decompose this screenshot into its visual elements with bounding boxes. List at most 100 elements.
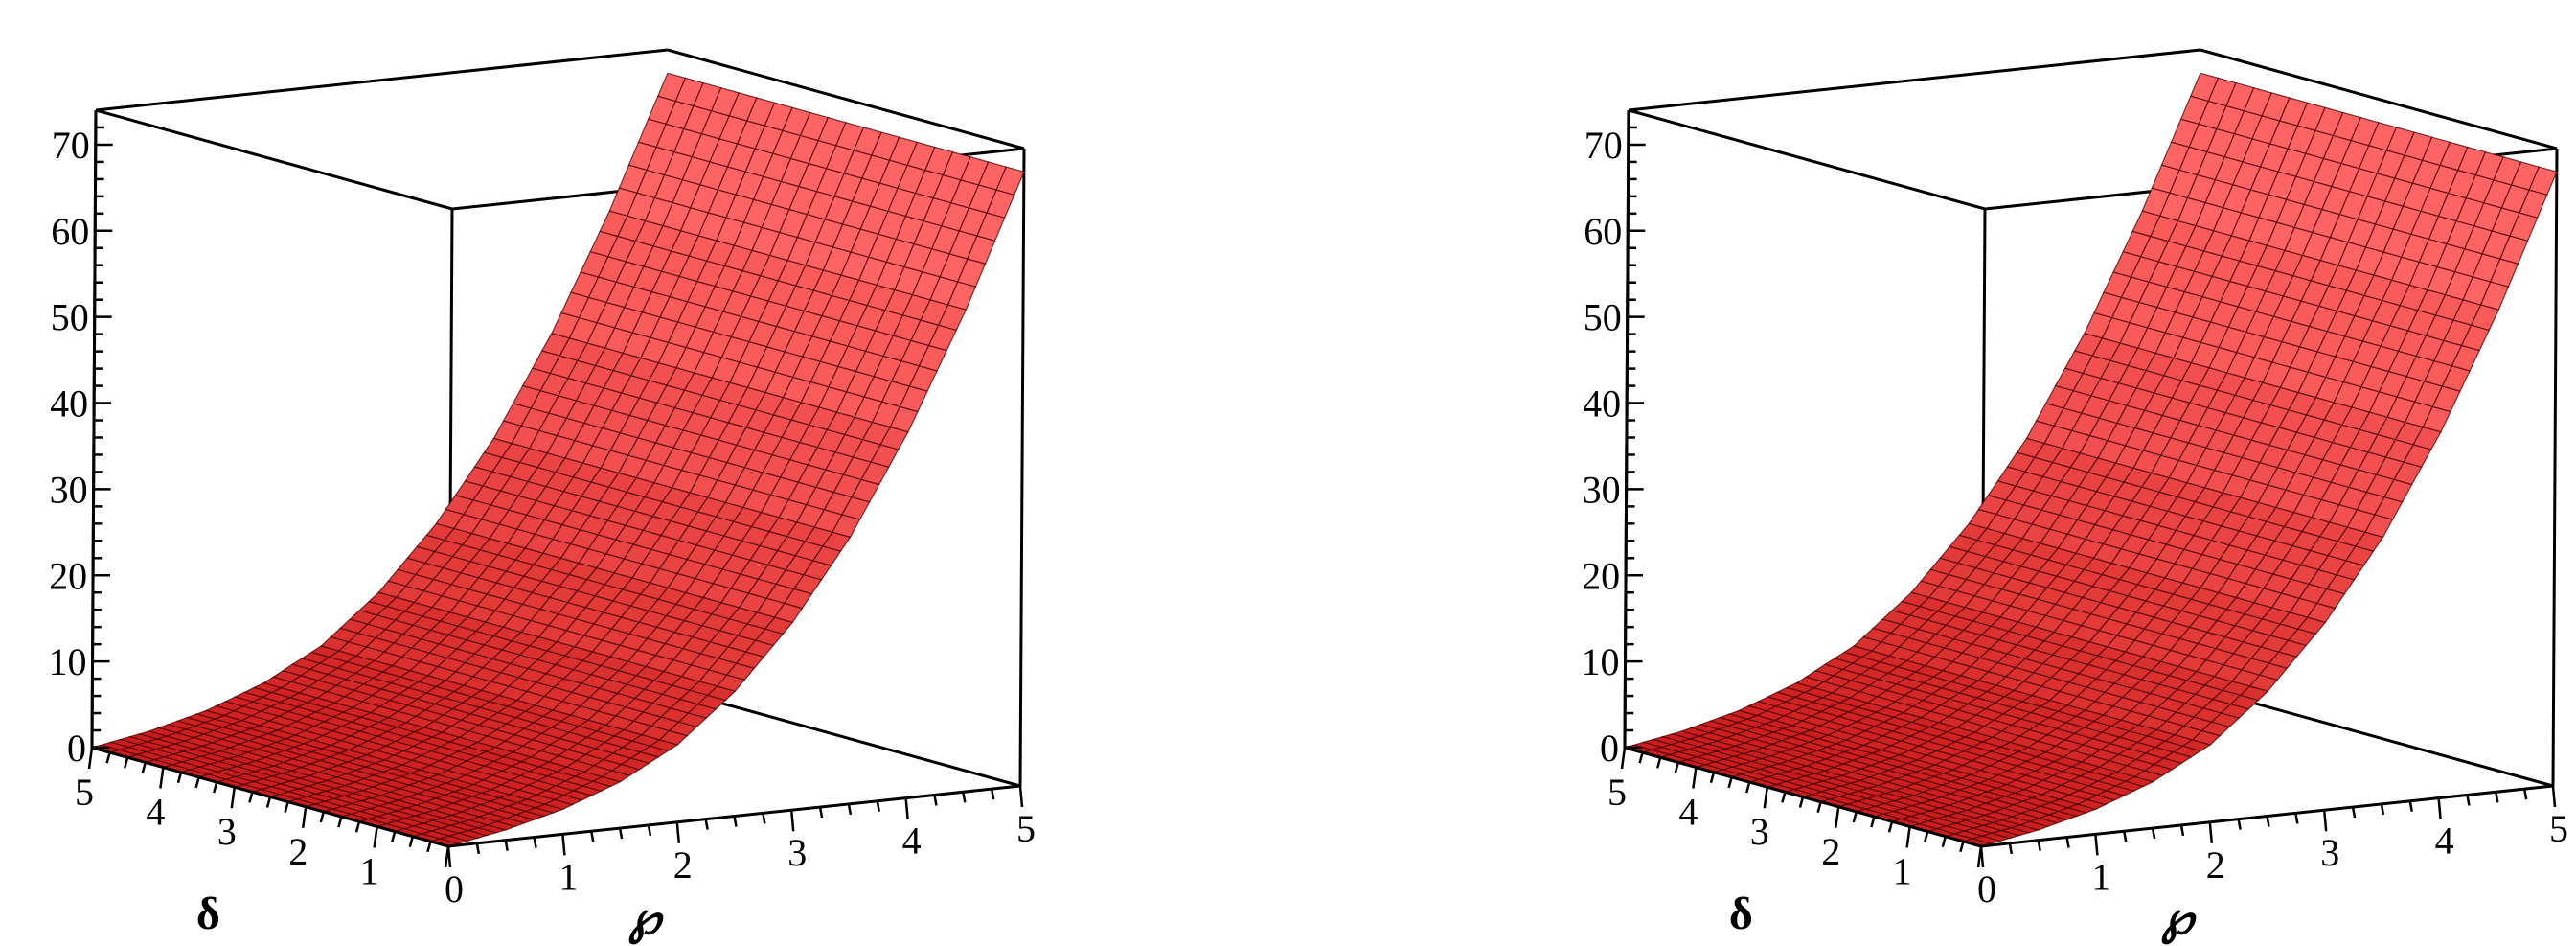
x-tick-minor — [618, 827, 624, 840]
y-tick-minor — [194, 776, 200, 789]
x-tick-minor — [2351, 806, 2357, 819]
box-edge-top-right — [667, 48, 1025, 150]
y-tick-label: 3 — [217, 810, 237, 853]
x-tick-minor — [2123, 831, 2128, 842]
y-tick-label: 5 — [1607, 771, 1627, 814]
y-tick-minor — [212, 781, 218, 794]
box-edge-top-back — [95, 48, 669, 112]
x-tick-label: 3 — [2320, 831, 2339, 874]
x-tick-minor — [2408, 800, 2413, 812]
y-tick-label: 2 — [288, 830, 308, 873]
x-tick-label: 5 — [1016, 807, 1036, 850]
box-edge-floor-right — [2196, 685, 2554, 788]
y-tick-minor — [1959, 841, 1965, 853]
y-tick-label: 1 — [1893, 849, 1912, 892]
y-axis-label: δ — [196, 888, 220, 939]
x-tick-label: 4 — [902, 819, 922, 863]
y-tick-minor — [1655, 756, 1662, 769]
x-tick-major — [2551, 785, 2557, 808]
y-tick-minor — [1709, 772, 1716, 784]
y-tick-minor — [176, 772, 183, 784]
z-tick-label: 50 — [51, 296, 89, 339]
y-tick-minor — [426, 841, 432, 853]
y-tick-minor — [1887, 820, 1894, 833]
y-tick-label: 3 — [1750, 810, 1769, 853]
y-tick-major — [301, 806, 308, 828]
x-tick-label: 1 — [2091, 855, 2110, 898]
y-tick-minor — [319, 811, 326, 823]
y-tick-minor — [1941, 836, 1948, 848]
y-tick-minor — [123, 756, 129, 769]
x-tick-major — [675, 821, 681, 843]
box-edge-left-vertical — [1623, 109, 1630, 749]
x-tick-major — [2322, 810, 2328, 832]
x-tick-minor — [2008, 842, 2014, 855]
z-tick-label: 40 — [1583, 382, 1621, 426]
y-tick-minor — [337, 816, 343, 828]
x-tick-major — [1018, 785, 1024, 808]
z-tick-label: 60 — [51, 210, 89, 253]
box-edge-top-back — [1628, 48, 2201, 112]
z-tick-label: 10 — [49, 640, 87, 683]
surface-patch — [995, 166, 1025, 196]
x-tick-minor — [590, 831, 595, 842]
x-tick-minor — [818, 806, 824, 819]
y-tick-major — [373, 826, 378, 848]
y-tick-minor — [1727, 776, 1733, 789]
x-tick-minor — [2179, 824, 2185, 837]
x-tick-minor — [2037, 840, 2041, 851]
y-tick-minor — [1852, 811, 1858, 823]
y-tick-major — [1620, 747, 1627, 770]
y-tick-label: 5 — [75, 771, 94, 814]
z-tick-label: 40 — [50, 382, 88, 426]
x-tick-label: 0 — [445, 867, 464, 911]
x-tick-minor — [704, 819, 709, 830]
z-tick-label: 20 — [1582, 554, 1620, 597]
box-edge-left-vertical — [90, 109, 98, 749]
z-tick-label: 60 — [1584, 210, 1622, 253]
x-tick-major — [2437, 797, 2442, 819]
x-tick-label: 5 — [2549, 807, 2568, 850]
x-tick-minor — [762, 813, 766, 824]
box-edge-right-vertical — [2551, 148, 2559, 787]
box-edge-top-left — [95, 108, 453, 211]
x-tick-label: 4 — [2435, 819, 2454, 863]
y-tick-major — [1905, 826, 1911, 848]
box-edge-floor-right — [663, 685, 1021, 788]
z-tick-label: 10 — [1582, 640, 1620, 683]
x-tick-label: 1 — [559, 855, 578, 898]
z-tick-label: 70 — [1584, 124, 1623, 167]
x-tick-minor — [990, 788, 995, 800]
x-tick-minor — [647, 824, 652, 837]
x-tick-minor — [504, 840, 509, 851]
y-tick-minor — [1798, 796, 1805, 808]
y-tick-major — [87, 747, 94, 770]
y-tick-major — [230, 787, 237, 809]
y-tick-minor — [390, 831, 397, 842]
y-tick-minor — [265, 796, 272, 808]
x-tick-minor — [876, 800, 880, 812]
y-tick-minor — [1870, 816, 1876, 828]
z-tick-label: 50 — [1584, 296, 1622, 339]
x-tick-label: 2 — [673, 843, 693, 887]
x-tick-minor — [533, 837, 537, 848]
y-tick-minor — [1744, 781, 1751, 794]
x-tick-minor — [847, 803, 853, 816]
y-tick-label: 1 — [360, 849, 379, 892]
x-tick-major — [789, 810, 795, 832]
y-tick-minor — [1638, 751, 1644, 764]
x-tick-minor — [2495, 792, 2499, 803]
y-tick-label: 4 — [146, 791, 165, 834]
z-tick-label: 0 — [1600, 727, 1619, 770]
y-tick-minor — [105, 751, 111, 764]
x-tick-major — [904, 797, 909, 819]
surface-plot-left: 0 10 20 30 40 50 60 70 0 1 2 3 4 5 1 2 3 4 5 δ ℘ — [49, 48, 1036, 945]
box-edge-top-right — [2200, 48, 2558, 150]
y-tick-minor — [284, 801, 289, 813]
y-tick-major — [1763, 787, 1769, 809]
x-tick-minor — [2466, 795, 2471, 806]
x-tick-minor — [2237, 819, 2242, 830]
x-tick-minor — [2522, 788, 2528, 800]
z-tick-label: 20 — [49, 554, 87, 597]
